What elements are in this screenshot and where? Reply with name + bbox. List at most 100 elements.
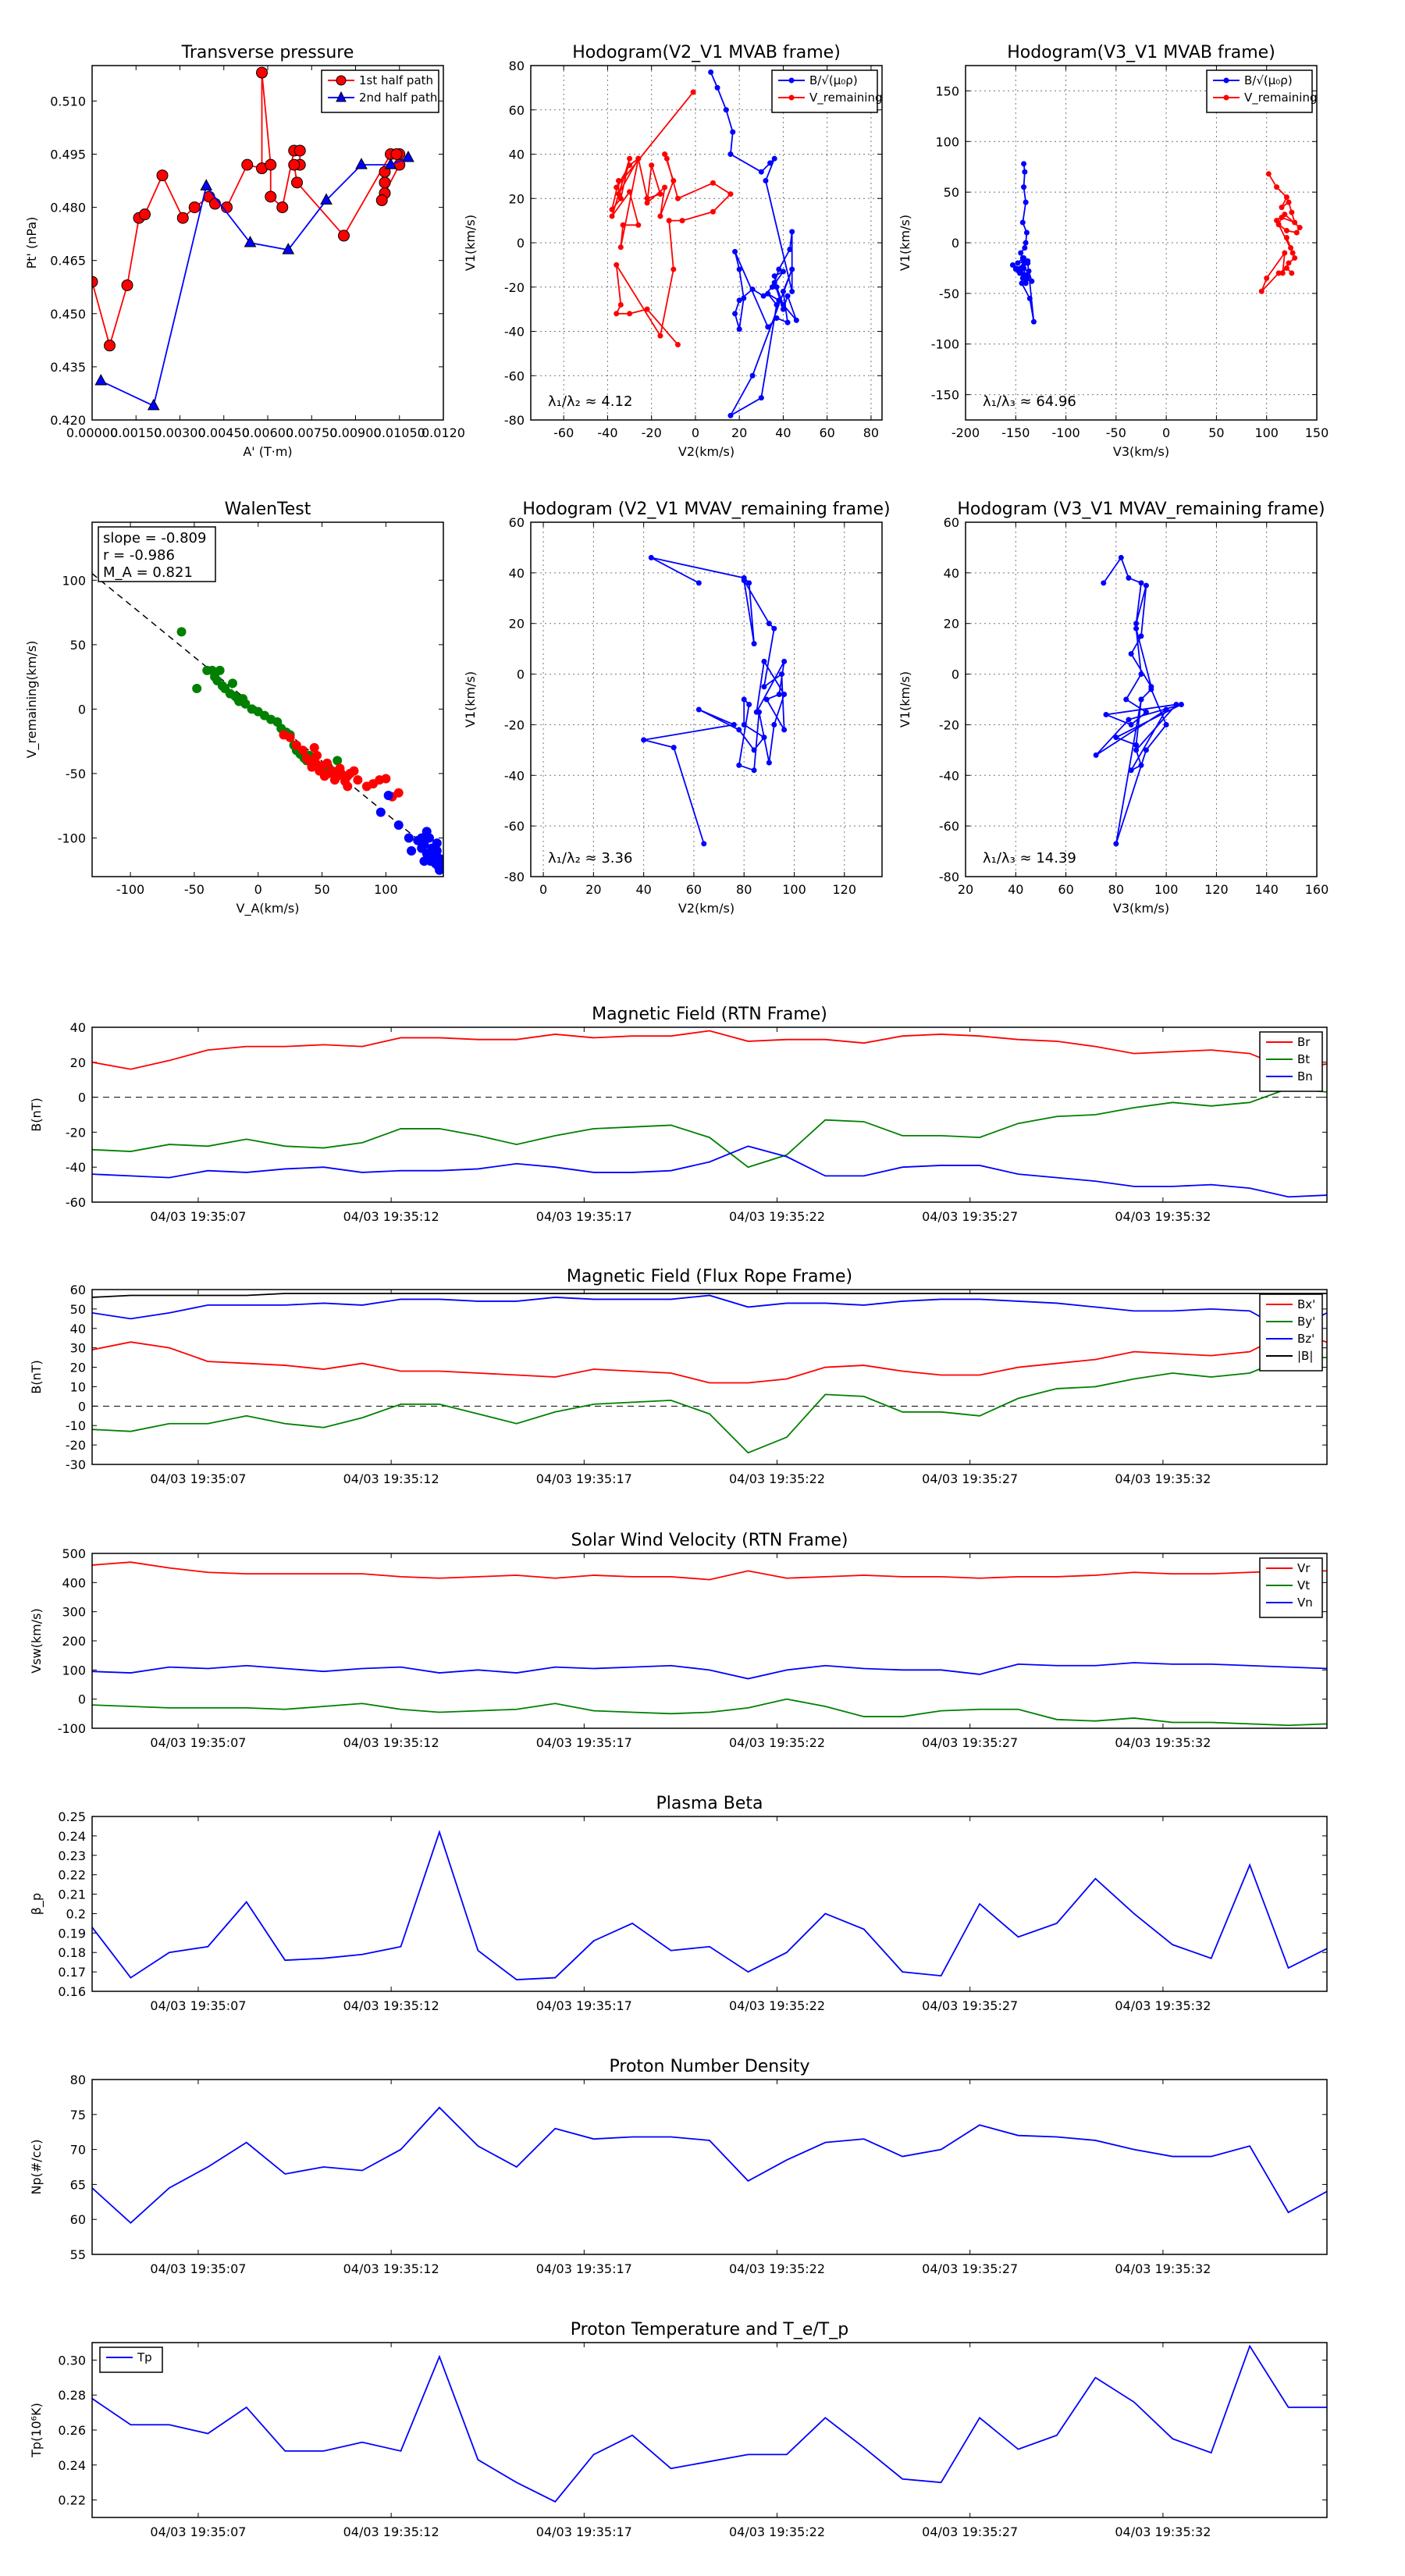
data-point bbox=[751, 641, 757, 647]
x-tick-label: 0 bbox=[254, 882, 262, 897]
data-point bbox=[384, 158, 397, 169]
data-point bbox=[1283, 227, 1289, 233]
data-point bbox=[776, 266, 782, 272]
data-point bbox=[714, 84, 720, 91]
data-point bbox=[730, 129, 736, 135]
series-blue bbox=[375, 790, 443, 875]
legend: Tp bbox=[99, 2347, 163, 2373]
x-tick-label: 0.00150 bbox=[110, 425, 162, 440]
data-point bbox=[741, 721, 747, 728]
data-point bbox=[662, 151, 668, 157]
y-tick-label: -100 bbox=[931, 337, 959, 352]
data-point bbox=[353, 775, 363, 785]
data-point bbox=[1293, 229, 1300, 236]
data-point bbox=[355, 158, 368, 169]
y-tick-label: 0.30 bbox=[58, 2353, 86, 2368]
series-V_remaining bbox=[1258, 171, 1303, 294]
data-point bbox=[1093, 752, 1099, 758]
data-point bbox=[1274, 184, 1280, 190]
chart-title: Transverse pressure bbox=[181, 43, 354, 62]
x-tick-label: 04/03 19:35:22 bbox=[729, 1471, 825, 1486]
y-axis-label: V1(km/s) bbox=[898, 671, 912, 728]
data-point bbox=[727, 151, 734, 157]
data-point bbox=[1274, 217, 1280, 223]
data-point bbox=[349, 766, 359, 776]
legend-label: By' bbox=[1297, 1315, 1315, 1329]
data-point bbox=[188, 201, 201, 214]
data-point bbox=[670, 178, 677, 184]
y-axis-label: β_p bbox=[29, 1893, 44, 1915]
data-point bbox=[383, 790, 393, 800]
data-point bbox=[771, 625, 777, 632]
data-point bbox=[609, 213, 615, 219]
y-tick-label: 400 bbox=[62, 1575, 86, 1590]
x-tick-label: 04/03 19:35:17 bbox=[536, 1471, 632, 1486]
data-point bbox=[616, 178, 621, 184]
y-tick-label: 100 bbox=[62, 573, 86, 588]
x-tick-label: 04/03 19:35:17 bbox=[536, 2524, 632, 2539]
data-point bbox=[1143, 747, 1149, 753]
data-point bbox=[780, 306, 786, 312]
series-V_remaining bbox=[609, 89, 734, 348]
data-point bbox=[761, 658, 767, 664]
legend-label: B/√(μ₀ρ) bbox=[809, 73, 858, 87]
data-point bbox=[627, 189, 633, 195]
data-point bbox=[1143, 582, 1149, 589]
data-point bbox=[427, 851, 437, 861]
data-point bbox=[375, 194, 388, 207]
legend: 1st half path 2nd half path bbox=[321, 69, 439, 113]
data-point bbox=[784, 319, 791, 326]
chart-title: Hodogram(V3_V1 MVAB frame) bbox=[1007, 43, 1275, 62]
y-tick-label: -50 bbox=[66, 767, 86, 781]
data-point bbox=[1022, 272, 1028, 279]
data-point bbox=[1282, 250, 1288, 256]
data-point bbox=[771, 273, 777, 279]
series-beta bbox=[92, 1830, 1327, 1980]
data-point bbox=[781, 658, 788, 664]
y-axis-label: V1(km/s) bbox=[463, 215, 478, 271]
series-line bbox=[92, 1830, 1327, 1980]
x-tick-label: 50 bbox=[1208, 425, 1224, 440]
x-tick-label: 04/03 19:35:27 bbox=[922, 1209, 1018, 1224]
axes-frame bbox=[91, 1553, 1328, 1729]
data-point bbox=[94, 374, 108, 386]
series-line bbox=[92, 1357, 1327, 1454]
x-tick-label: 20 bbox=[731, 425, 747, 440]
data-point bbox=[1128, 721, 1134, 728]
data-point bbox=[1029, 278, 1035, 284]
data-point bbox=[404, 833, 414, 843]
data-point bbox=[1113, 841, 1119, 847]
series-line bbox=[92, 2344, 1327, 2503]
y-tick-label: 0.24 bbox=[58, 1829, 86, 1844]
data-point bbox=[176, 627, 187, 637]
data-point bbox=[657, 191, 663, 197]
y-tick-label: 0.16 bbox=[58, 1984, 86, 1999]
y-tick-label: -60 bbox=[504, 368, 525, 383]
data-point bbox=[104, 340, 116, 352]
y-tick-label: 0.450 bbox=[50, 307, 86, 322]
series-|B| bbox=[92, 1293, 1327, 1298]
y-tick-label: 200 bbox=[62, 1634, 86, 1649]
legend-box bbox=[1206, 69, 1313, 113]
data-point bbox=[379, 165, 391, 178]
data-point bbox=[1264, 275, 1270, 281]
series-line bbox=[92, 1087, 1327, 1169]
data-point bbox=[1138, 633, 1144, 639]
legend-marker bbox=[336, 75, 347, 86]
legend-label: Vn bbox=[1297, 1596, 1313, 1610]
data-point bbox=[787, 247, 793, 253]
series-line bbox=[92, 1331, 1327, 1384]
data-point bbox=[1133, 621, 1140, 627]
data-point bbox=[1022, 169, 1028, 175]
y-tick-label: 60 bbox=[70, 1283, 86, 1297]
series-line bbox=[611, 91, 732, 346]
y-axis-label: Np(#/cc) bbox=[29, 2140, 44, 2195]
data-point bbox=[781, 692, 788, 698]
data-point bbox=[1283, 235, 1289, 241]
data-point bbox=[710, 208, 716, 215]
data-point bbox=[1148, 686, 1154, 692]
data-point bbox=[746, 580, 752, 586]
legend: Vr Vt Vn bbox=[1259, 1557, 1323, 1618]
data-point bbox=[1178, 701, 1184, 707]
x-tick-label: 0.00900 bbox=[329, 425, 381, 440]
